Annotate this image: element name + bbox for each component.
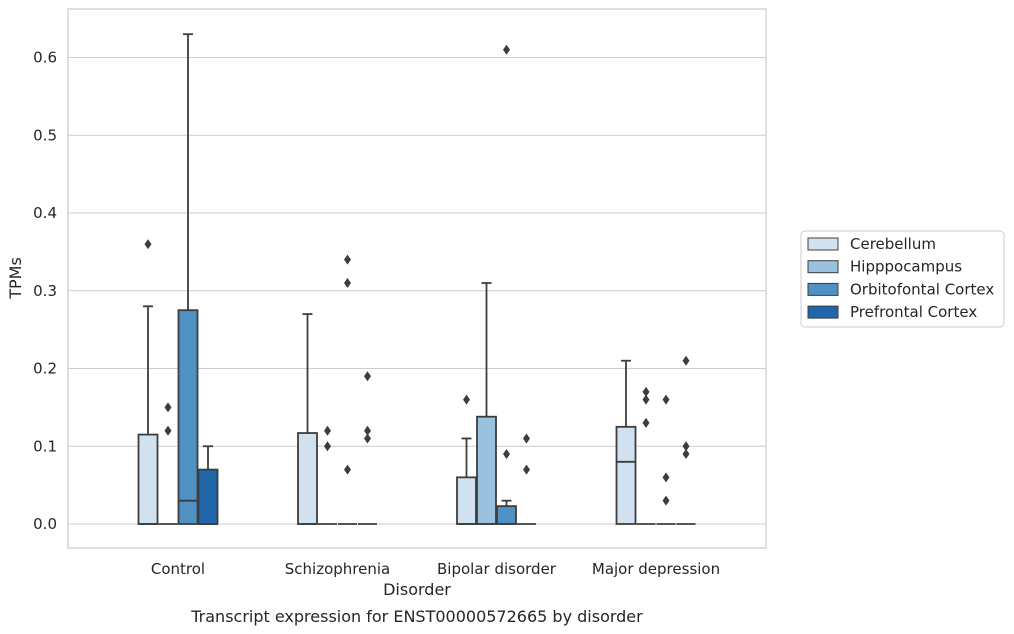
outlier-point xyxy=(364,433,371,444)
outlier-point xyxy=(503,44,510,55)
y-tick-label: 0.4 xyxy=(33,204,57,222)
outlier-point xyxy=(523,464,530,475)
box-body xyxy=(615,425,637,525)
y-axis-title: TPMs xyxy=(6,257,25,300)
box-group xyxy=(656,394,676,525)
box-group xyxy=(197,445,219,525)
outlier-point xyxy=(642,417,650,428)
box-group xyxy=(517,433,536,525)
x-axis-title: Disorder xyxy=(383,580,451,599)
box-body xyxy=(137,433,159,525)
outlier-point xyxy=(364,425,371,436)
box-body xyxy=(496,505,517,525)
box-group xyxy=(177,33,199,525)
outlier-point xyxy=(523,433,530,444)
outlier-point xyxy=(642,386,650,397)
box-body xyxy=(476,415,497,525)
legend-label: Hipppocampus xyxy=(850,258,962,276)
outlier-point xyxy=(642,394,650,405)
box-group xyxy=(338,254,357,525)
chart-caption: Transcript expression for ENST0000057266… xyxy=(190,607,643,626)
outlier-point xyxy=(503,449,510,460)
box-group xyxy=(496,44,517,525)
y-tick-labels: 0.0 0.1 0.2 0.3 0.4 0.5 0.6 xyxy=(33,49,57,534)
legend-swatch xyxy=(807,282,839,296)
y-tick-label: 0.6 xyxy=(33,49,57,67)
outlier-point xyxy=(324,425,331,436)
box-group xyxy=(158,402,178,525)
x-tick-label: Schizophrenia xyxy=(285,560,390,578)
box-body xyxy=(456,476,477,525)
plot-frame xyxy=(67,8,767,549)
outlier-point xyxy=(662,394,670,405)
box-group xyxy=(318,425,337,525)
y-tick-label: 0.5 xyxy=(33,126,57,144)
box-body xyxy=(177,309,199,525)
box-group xyxy=(476,282,497,525)
box-group xyxy=(358,371,377,525)
outlier-point xyxy=(682,355,690,366)
outlier-point xyxy=(682,449,690,460)
outlier-point xyxy=(164,425,172,436)
outlier-point xyxy=(344,277,351,288)
legend-swatch xyxy=(807,260,839,274)
box-group xyxy=(137,239,159,525)
legend-label: Prefrontal Cortex xyxy=(850,303,977,321)
outlier-point xyxy=(164,402,172,413)
outlier-point xyxy=(364,371,371,382)
x-tick-label: Control xyxy=(151,560,205,578)
box-body xyxy=(297,432,318,525)
legend-label: Cerebellum xyxy=(850,235,936,253)
box-group xyxy=(456,394,477,525)
outlier-point xyxy=(344,254,351,265)
legend-label: Orbitofontal Cortex xyxy=(850,280,994,298)
legend-swatch xyxy=(807,237,839,251)
box-body xyxy=(197,468,219,525)
outlier-point xyxy=(662,495,670,506)
y-tick-label: 0.2 xyxy=(33,360,57,378)
y-tick-label: 0.3 xyxy=(33,282,57,300)
box-group xyxy=(615,359,637,525)
legend-frame xyxy=(800,230,1005,328)
outlier-point xyxy=(324,441,331,452)
legend: Cerebellum Hipppocampus Orbitofontal Corte… xyxy=(800,230,1005,328)
outlier-point xyxy=(662,472,670,483)
x-tick-labels: Control Schizophrenia Bipolar disorder Majo… xyxy=(151,560,720,578)
box-group xyxy=(636,386,656,525)
plot-background xyxy=(68,9,766,548)
outlier-point xyxy=(682,441,690,452)
outlier-point xyxy=(144,239,152,250)
box-group xyxy=(676,355,696,525)
x-tick-label: Major depression xyxy=(592,560,720,578)
legend-swatch xyxy=(807,305,839,319)
y-tick-label: 0.0 xyxy=(33,515,57,533)
y-tick-label: 0.1 xyxy=(33,437,57,455)
x-tick-label: Bipolar disorder xyxy=(437,560,557,578)
outlier-point xyxy=(463,394,470,405)
boxes xyxy=(137,33,696,525)
box-group xyxy=(297,313,318,525)
outlier-point xyxy=(344,464,351,475)
